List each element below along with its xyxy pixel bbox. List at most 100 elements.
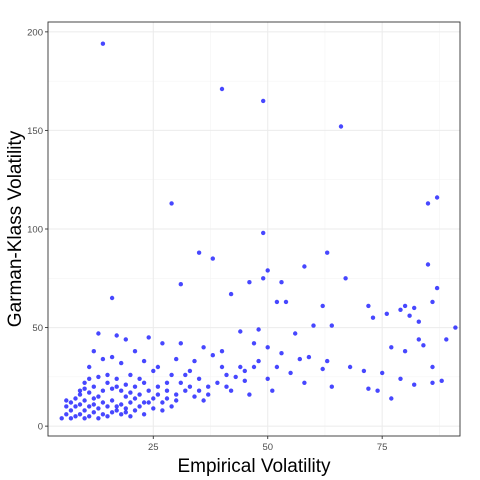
data-point (274, 364, 280, 370)
data-point (261, 98, 266, 104)
data-point (398, 307, 403, 312)
data-point (91, 402, 97, 407)
data-point (178, 341, 183, 346)
data-point (261, 230, 266, 236)
data-point (109, 354, 115, 360)
data-point (59, 416, 64, 421)
x-axis: 25 50 75 (148, 436, 387, 453)
data-point (320, 303, 325, 309)
data-point (196, 376, 202, 381)
data-point (82, 386, 87, 391)
data-point (434, 195, 440, 200)
data-point (119, 412, 124, 417)
data-point (141, 358, 147, 364)
y-tick-label: 100 (27, 225, 43, 236)
data-point (114, 408, 119, 413)
data-point (114, 333, 119, 338)
data-point (105, 380, 110, 385)
data-point (251, 341, 257, 346)
data-point (132, 384, 138, 389)
data-point (329, 384, 334, 389)
data-point (343, 276, 348, 281)
data-point (233, 374, 238, 380)
data-point (91, 384, 97, 389)
data-point (174, 398, 179, 403)
data-point (389, 396, 394, 401)
data-point (265, 376, 270, 381)
data-point (201, 398, 206, 403)
data-point (375, 388, 380, 393)
data-point (123, 337, 128, 342)
data-point (132, 396, 138, 401)
data-point (164, 396, 170, 401)
data-point (206, 384, 211, 389)
data-point (325, 250, 330, 255)
data-point (68, 400, 74, 405)
data-point (87, 364, 92, 370)
data-point (64, 412, 69, 417)
y-axis: 0 50 100 150 200 (27, 27, 48, 433)
data-point (224, 384, 229, 389)
data-point (169, 404, 174, 409)
data-point (160, 400, 165, 405)
data-point (96, 374, 101, 380)
data-point (347, 364, 353, 370)
data-point (82, 408, 87, 413)
data-point (105, 372, 110, 378)
data-point (274, 299, 280, 305)
data-point (119, 388, 124, 393)
data-point (430, 299, 435, 305)
data-point (178, 380, 183, 385)
data-point (242, 368, 247, 374)
data-point (160, 408, 165, 413)
data-point (306, 354, 312, 360)
data-point (123, 410, 128, 415)
data-point (123, 406, 128, 411)
data-point (146, 400, 151, 405)
data-point (192, 394, 197, 399)
data-point (96, 331, 101, 336)
data-point (398, 376, 403, 381)
data-point (91, 396, 97, 401)
data-point (238, 364, 243, 370)
data-point (329, 323, 334, 328)
data-point (338, 124, 344, 129)
data-point (183, 388, 188, 393)
data-point (219, 364, 225, 370)
data-point (228, 388, 234, 393)
data-point (192, 358, 197, 364)
data-point (201, 345, 206, 350)
y-axis-title: Garman-Klass Volatility (5, 130, 26, 327)
y-tick-label: 150 (27, 126, 43, 137)
data-point (439, 378, 444, 383)
data-point (73, 414, 78, 419)
data-point (119, 402, 124, 407)
data-point (256, 327, 261, 332)
data-point (320, 366, 325, 372)
data-point (96, 394, 101, 399)
data-point (77, 388, 83, 393)
data-point (77, 402, 83, 407)
data-point (270, 388, 275, 393)
x-axis-title: Empirical Volatility (177, 456, 331, 477)
data-point (311, 323, 316, 328)
data-point (141, 400, 147, 405)
data-point (123, 382, 128, 387)
data-point (164, 380, 170, 385)
data-point (96, 416, 101, 421)
data-point (64, 404, 69, 409)
data-point (128, 414, 133, 419)
data-point (407, 313, 412, 318)
data-point (402, 349, 408, 354)
points-layer (59, 41, 458, 421)
data-point (297, 356, 302, 362)
data-point (421, 343, 426, 348)
data-point (215, 380, 220, 385)
panel-grid (48, 22, 460, 436)
data-point (100, 400, 106, 405)
data-point (279, 351, 284, 356)
data-point (183, 372, 188, 378)
data-point (366, 303, 371, 309)
